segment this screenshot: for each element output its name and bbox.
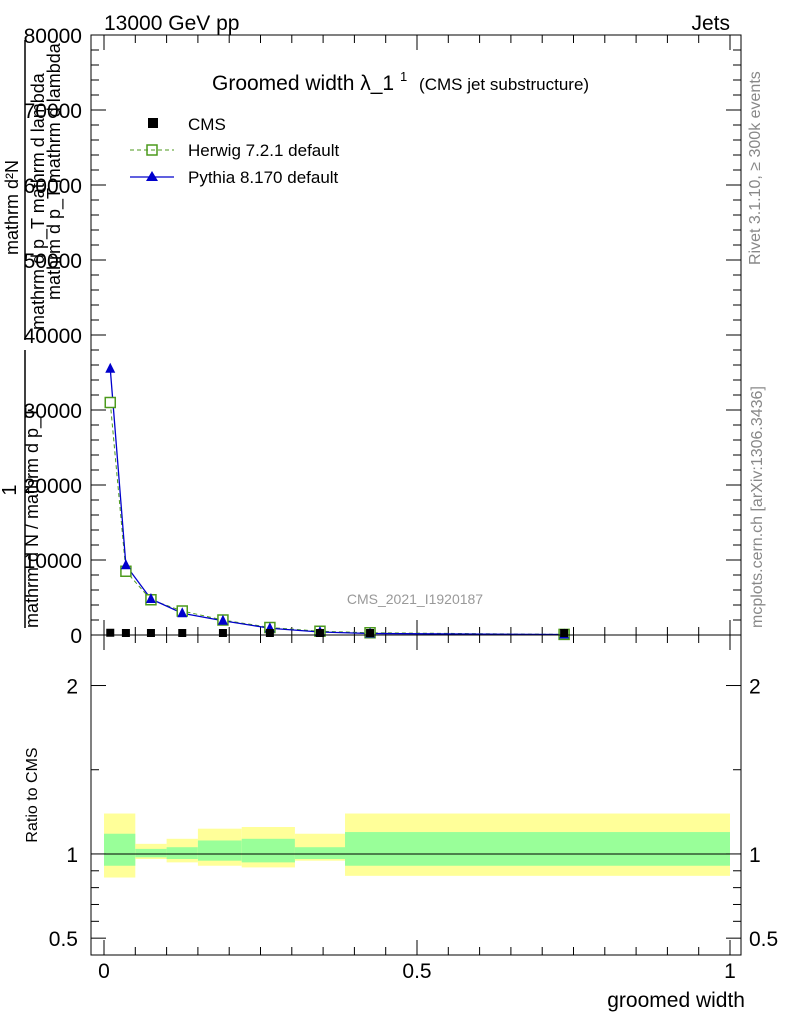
- cms-point: [315, 629, 324, 637]
- main-y-tick-label: 0: [70, 625, 82, 648]
- cms-point: [366, 629, 375, 637]
- ratio-y-axis-label: Ratio to CMS: [24, 747, 41, 842]
- energy-label: 13000 GeV pp: [104, 12, 239, 35]
- ratio-y-tick-labels: 0.5 0.5 1 1 2 2: [49, 676, 778, 952]
- ratio-band-green: [241, 838, 295, 863]
- ratio-y-tick-label-right: 2: [749, 676, 761, 699]
- ratio-x-tick-labels: 0 0.5 1: [98, 960, 736, 983]
- ratio-x-tick-label: 1: [724, 960, 736, 983]
- legend-label-herwig: Herwig 7.2.1 default: [188, 141, 339, 160]
- pythia-point: [105, 362, 116, 373]
- ratio-y-tick-label-left: 0.5: [49, 928, 78, 951]
- pythia-point: [120, 559, 131, 570]
- cms-point: [265, 629, 274, 637]
- main-y-tick-label: 80000: [24, 25, 82, 48]
- plot-title-main: Groomed width: [212, 72, 354, 95]
- main-y-tick-label: 30000: [24, 400, 82, 423]
- cms-point: [178, 629, 187, 637]
- y-label-denominator: mathrm d p_T mathrm d lambda: [28, 72, 49, 330]
- pythia-line: [109, 368, 565, 636]
- ratio-x-tick-label: 0: [98, 960, 110, 983]
- rivet-version-label: Rivet 3.1.10, ≥ 300k events: [747, 71, 764, 265]
- legend-label-pythia: Pythia 8.170 default: [188, 168, 339, 187]
- legend-label-cms: CMS: [188, 115, 226, 134]
- ratio-band-green: [294, 847, 346, 859]
- legend: CMS Herwig 7.2.1 default Pythia 8.170 de…: [130, 115, 339, 187]
- y-label-extra: mathrm d p_T mathrm d lambda: [44, 42, 65, 300]
- cms-point: [218, 629, 227, 637]
- ratio-band-green: [135, 848, 167, 858]
- ratio-y-tick-label-right: 1: [749, 844, 761, 867]
- ratio-bands-layer: [104, 813, 730, 878]
- analysis-id-watermark: CMS_2021_I1920187: [347, 591, 483, 607]
- cms-point: [560, 629, 569, 637]
- main-y-tick-labels: 0 10000 20000 30000 40000 50000 60000 70000 8000…: [24, 25, 82, 648]
- main-plot-ticks: [91, 34, 741, 636]
- y-label-numerator: mathrm d²N: [2, 160, 22, 255]
- ratio-plot-frame: [90, 634, 742, 956]
- x-axis-label: groomed width: [607, 989, 745, 1012]
- herwig-line: [109, 402, 565, 635]
- main-y-tick-label: 10000: [24, 550, 82, 573]
- main-y-tick-label: 40000: [24, 325, 82, 348]
- pythia-point: [177, 607, 188, 618]
- process-label: Jets: [691, 12, 730, 35]
- legend-marker-cms: [148, 118, 158, 128]
- ratio-y-tick-label-right: 0.5: [749, 928, 778, 951]
- y-label-one: 1: [0, 484, 21, 495]
- ratio-y-tick-label-left: 1: [66, 844, 78, 867]
- cms-point: [121, 629, 130, 637]
- plot-title-note: (CMS jet substructure): [419, 75, 589, 94]
- ratio-band-green: [345, 832, 730, 866]
- ratio-x-tick-label: 0.5: [402, 960, 431, 983]
- pythia-point: [217, 614, 228, 625]
- y-label-prefix-denominator: mathrm d N / mathrm d p_T: [22, 407, 43, 628]
- ratio-band-green: [166, 847, 198, 859]
- main-y-tick-label: 70000: [24, 100, 82, 123]
- ratio-plot-ticks: [91, 635, 741, 955]
- main-series-layer: [104, 362, 570, 641]
- cms-point: [106, 628, 115, 637]
- plot-title: Groomed width λ_1 1 (CMS jet substructur…: [212, 63, 589, 95]
- ratio-band-green: [104, 833, 136, 866]
- ratio-band-green: [197, 840, 242, 861]
- cms-point: [146, 629, 155, 637]
- main-y-tick-label: 60000: [24, 175, 82, 198]
- plot-title-superscript: 1: [400, 69, 407, 84]
- mcplots-label: mcplots.cern.ch [arXiv:1306.3436]: [749, 386, 766, 628]
- herwig-point: [104, 396, 117, 409]
- ratio-y-tick-label-left: 2: [66, 676, 78, 699]
- legend-marker-pythia: [146, 171, 158, 181]
- main-y-tick-label: 50000: [24, 250, 82, 273]
- pythia-point: [145, 593, 156, 603]
- main-y-tick-label: 20000: [24, 475, 82, 498]
- main-y-axis-label: 1 mathrm d N / mathrm d p_T mathrm d²N m…: [0, 40, 65, 628]
- legend-marker-herwig: [146, 144, 158, 156]
- plot-title-lambda: λ_1: [360, 72, 394, 95]
